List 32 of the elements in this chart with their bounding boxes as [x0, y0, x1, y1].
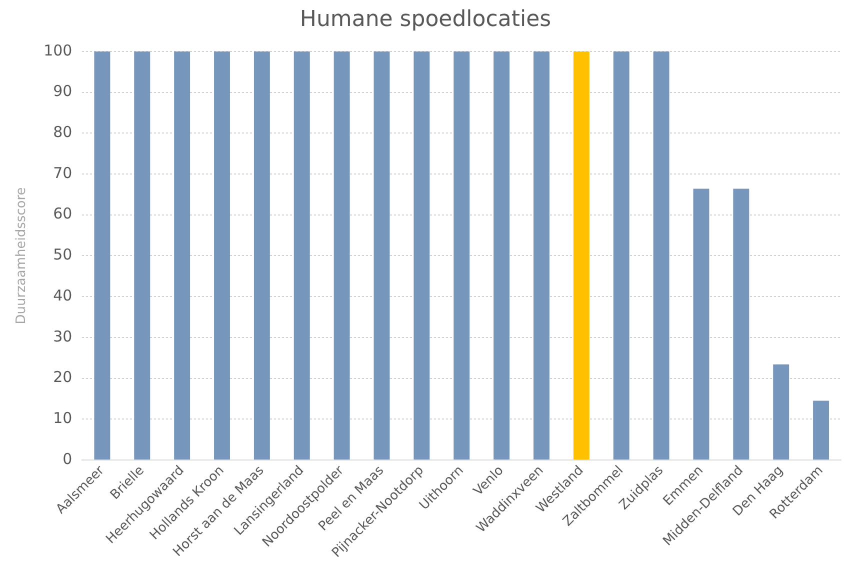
bar — [573, 51, 590, 460]
bar — [174, 51, 190, 460]
bar — [693, 188, 710, 460]
bar — [294, 51, 310, 460]
bar — [414, 51, 430, 460]
bar — [494, 51, 510, 460]
bar — [254, 51, 270, 460]
y-tick-label: 60 — [53, 204, 72, 223]
bar — [214, 51, 230, 460]
bar — [94, 51, 110, 460]
bar — [334, 51, 350, 460]
y-tick-label: 90 — [53, 82, 72, 100]
y-axis-title: Duurzaamheidsscore — [14, 187, 30, 324]
y-tick-label: 80 — [53, 123, 72, 142]
bar — [733, 188, 750, 460]
bar — [374, 51, 390, 460]
bar — [813, 400, 830, 460]
bar — [613, 51, 630, 460]
bar — [134, 51, 150, 460]
y-tick-label: 40 — [53, 286, 72, 304]
y-tick-label: 30 — [53, 327, 72, 346]
y-tick-label: 50 — [53, 246, 72, 264]
bar — [534, 51, 550, 460]
bar — [653, 51, 670, 460]
y-tick-label: 100 — [44, 41, 72, 60]
y-tick-label: 20 — [53, 368, 72, 386]
bar — [454, 51, 470, 460]
y-tick-label: 70 — [53, 164, 72, 182]
y-tick-label: 10 — [53, 409, 72, 428]
chart-title: Humane spoedlocaties — [300, 6, 552, 32]
bar — [773, 364, 790, 460]
y-tick-label: 0 — [62, 450, 72, 468]
